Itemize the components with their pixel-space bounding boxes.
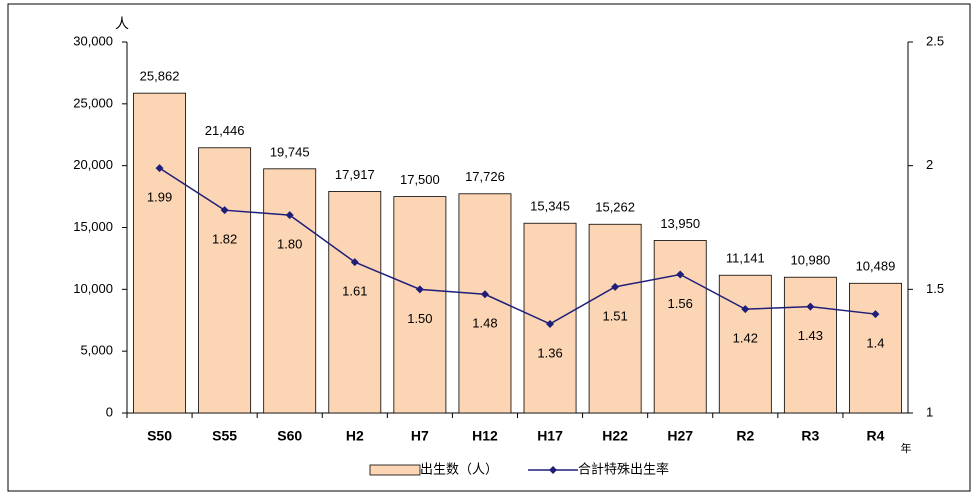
bar-value-label: 11,141 — [726, 251, 765, 266]
line-value-label: 1.82 — [212, 232, 237, 247]
line-value-label: 1.56 — [668, 296, 693, 311]
y2-tick-label: 2 — [926, 157, 933, 172]
x-axis-label: 年 — [901, 441, 912, 455]
x-tick-label: S55 — [212, 428, 237, 444]
bar-value-label: 15,345 — [530, 199, 570, 214]
bar-value-label: 25,862 — [140, 69, 180, 84]
bar — [458, 193, 512, 414]
line-value-label: 1.51 — [602, 308, 627, 323]
bar — [653, 240, 707, 414]
y-tick-label: 30,000 — [73, 33, 113, 48]
legend-label: 出生数（人） — [420, 461, 498, 476]
line-marker — [611, 282, 620, 291]
bar-value-label: 10,980 — [790, 253, 830, 268]
line-marker — [741, 305, 750, 314]
y-tick-label: 0 — [106, 404, 113, 419]
bar-value-label: 15,262 — [595, 200, 635, 215]
bar-value-label: 17,917 — [335, 167, 375, 182]
bar-value-label: 19,745 — [270, 144, 310, 159]
line-value-label: 1.61 — [342, 284, 367, 299]
bar — [783, 276, 837, 414]
x-tick-label: H2 — [346, 428, 364, 444]
x-tick-label: R3 — [801, 428, 819, 444]
bar — [133, 92, 186, 414]
x-tick-label: H17 — [537, 428, 563, 444]
line-marker — [676, 270, 685, 279]
line-value-label: 1.99 — [147, 190, 172, 205]
line-marker — [155, 164, 164, 173]
bar-value-label: 17,500 — [400, 172, 440, 187]
x-tick-label: H12 — [472, 428, 498, 444]
y2-tick-label: 2.5 — [926, 33, 944, 48]
line-marker — [871, 310, 880, 319]
line-value-label: 1.4 — [866, 336, 884, 351]
y2-tick-label: 1.5 — [926, 281, 944, 296]
y-tick-label: 15,000 — [73, 219, 113, 234]
y-axis-label: 人 — [115, 16, 129, 32]
line-marker — [806, 302, 815, 311]
y2-tick-label: 1 — [926, 404, 933, 419]
x-tick-label: S60 — [277, 428, 302, 444]
line-value-label: 1.50 — [407, 311, 432, 326]
bar — [588, 223, 642, 414]
line-marker — [350, 258, 359, 267]
legend-marker — [549, 466, 558, 474]
bar-value-label: 13,950 — [660, 216, 700, 231]
x-tick-label: S50 — [147, 428, 172, 444]
legend-swatch — [369, 464, 421, 476]
legend-label: 合計特殊出生率 — [578, 461, 669, 476]
x-tick-label: H22 — [602, 428, 628, 444]
line-value-label: 1.42 — [733, 331, 758, 346]
bar — [328, 191, 382, 414]
y-tick-label: 10,000 — [73, 281, 113, 296]
x-tick-label: R4 — [867, 428, 885, 444]
bar — [263, 168, 317, 414]
line-marker — [285, 211, 294, 220]
bar — [523, 222, 577, 414]
bar-value-label: 21,446 — [205, 123, 245, 138]
line-value-label: 1.36 — [537, 345, 562, 360]
line-value-label: 1.80 — [277, 237, 302, 252]
y-tick-label: 25,000 — [73, 95, 113, 110]
x-tick-label: H27 — [667, 428, 693, 444]
line-marker — [415, 285, 424, 294]
bar — [849, 282, 902, 414]
line-value-label: 1.43 — [798, 328, 823, 343]
line-marker — [546, 319, 555, 328]
line-value-label: 1.48 — [472, 316, 497, 331]
y-tick-label: 5,000 — [80, 343, 113, 358]
line — [159, 167, 876, 325]
bar-value-label: 17,726 — [465, 169, 505, 184]
bar — [393, 196, 447, 414]
bar-value-label: 10,489 — [856, 259, 896, 274]
bar — [718, 274, 772, 414]
x-tick-label: H7 — [411, 428, 429, 444]
line-marker — [480, 290, 489, 299]
line-marker — [220, 206, 229, 215]
bar — [198, 147, 252, 414]
y-tick-label: 20,000 — [73, 157, 113, 172]
x-tick-label: R2 — [736, 428, 754, 444]
